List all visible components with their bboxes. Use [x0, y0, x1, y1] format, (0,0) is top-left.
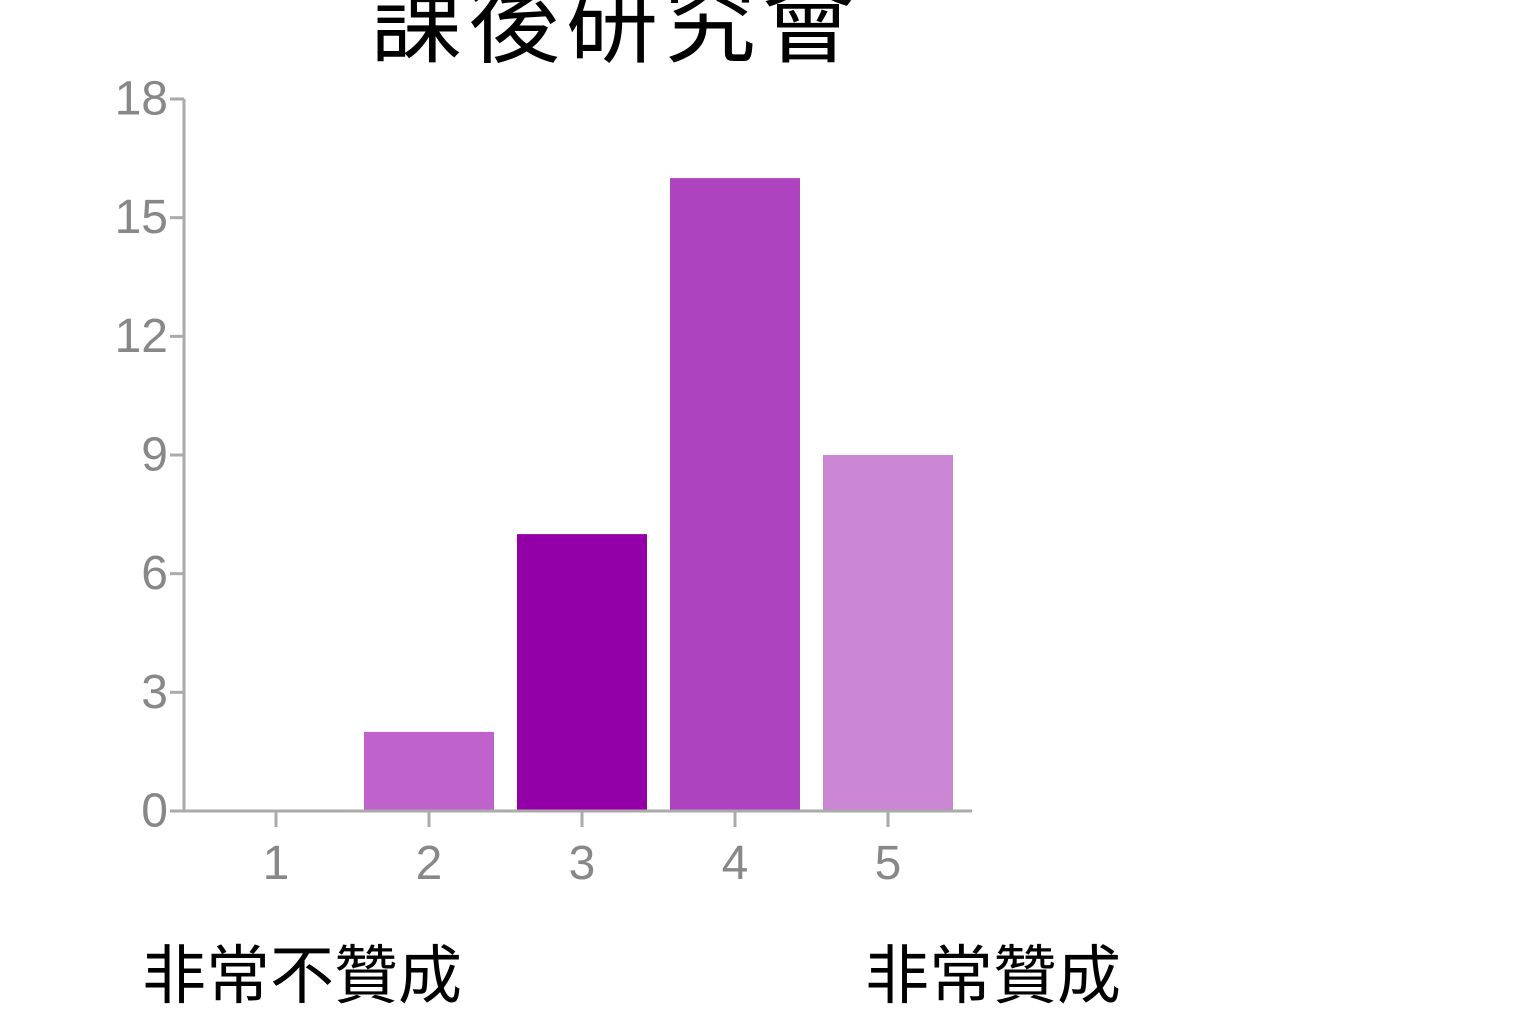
- x-tick-label-4: 4: [722, 837, 749, 890]
- scale-label-strongly-disagree: 非常不贊成: [142, 940, 462, 1014]
- x-tick-label-3: 3: [569, 837, 596, 890]
- x-tick-label-2: 2: [416, 837, 443, 890]
- y-tick-label-15: 15: [115, 191, 168, 244]
- x-tick-label-1: 1: [263, 837, 290, 890]
- chart-title: 課後研究會: [369, 0, 860, 77]
- bar-2: [364, 731, 494, 811]
- y-tick-label-3: 3: [141, 666, 168, 719]
- y-tick-label-0: 0: [141, 785, 168, 838]
- bar-3: [517, 534, 647, 811]
- bar-4: [670, 178, 800, 812]
- y-tick-label-9: 9: [141, 429, 168, 482]
- scale-label-strongly-agree: 非常贊成: [865, 940, 1121, 1014]
- y-tick-label-12: 12: [115, 310, 168, 363]
- y-tick-label-6: 6: [141, 547, 168, 600]
- y-tick-label-18: 18: [115, 73, 168, 126]
- x-tick-label-5: 5: [875, 837, 902, 890]
- bar-5: [823, 455, 953, 811]
